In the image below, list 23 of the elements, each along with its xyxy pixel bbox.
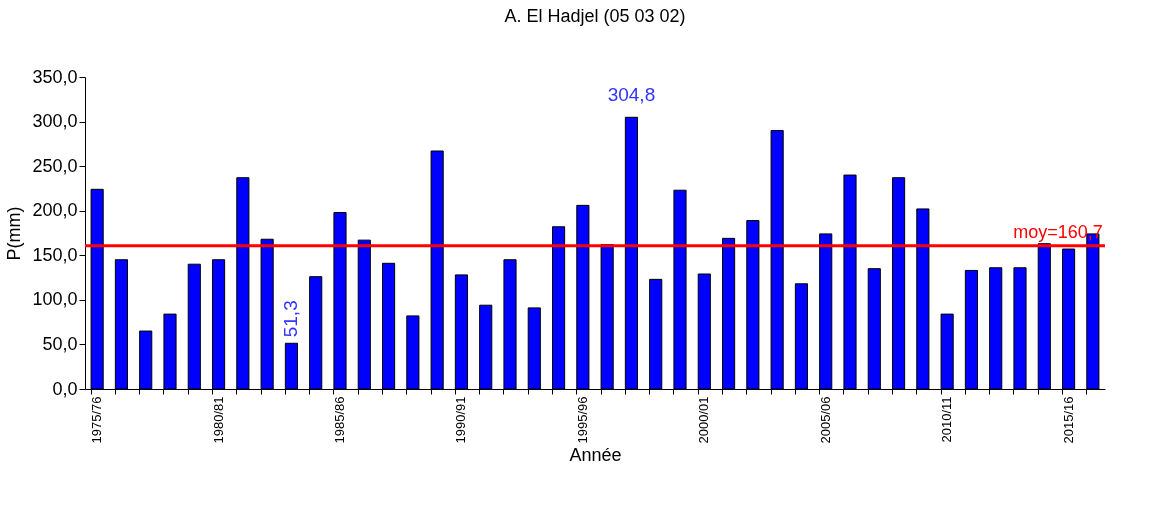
- y-axis-title: P(mm): [4, 206, 25, 261]
- x-tick-label: 2010/11: [939, 396, 955, 443]
- y-tick-label: 200,0: [32, 200, 78, 221]
- x-axis-title: Année: [569, 445, 622, 466]
- x-tick-label: 1980/81: [210, 396, 226, 444]
- y-tick-label: 0,0: [52, 378, 78, 399]
- chart-title: A. El Hadjel (05 03 02): [504, 6, 686, 26]
- ref-line-label: moy=160,7: [1013, 221, 1103, 242]
- y-tick-label: 250,0: [32, 155, 78, 176]
- y-tick-label: 350,0: [32, 66, 78, 87]
- x-tick-label: 2000/01: [696, 396, 712, 444]
- y-tick-label: 100,0: [32, 289, 78, 310]
- y-tick-label: 50,0: [42, 333, 78, 354]
- x-tick-label: 2015/16: [1060, 396, 1076, 444]
- x-tick-label: 1975/76: [89, 396, 105, 444]
- data-label: 51,3: [280, 300, 302, 338]
- y-tick-label: 300,0: [32, 111, 78, 132]
- y-tick-label: 150,0: [32, 244, 78, 265]
- x-tick-label: 1995/96: [574, 396, 590, 444]
- x-tick-label: 1985/86: [332, 396, 347, 444]
- x-tick-label: 2005/06: [817, 396, 833, 444]
- x-tick-label: 1990/91: [453, 396, 469, 444]
- data-label: 304,8: [607, 84, 656, 106]
